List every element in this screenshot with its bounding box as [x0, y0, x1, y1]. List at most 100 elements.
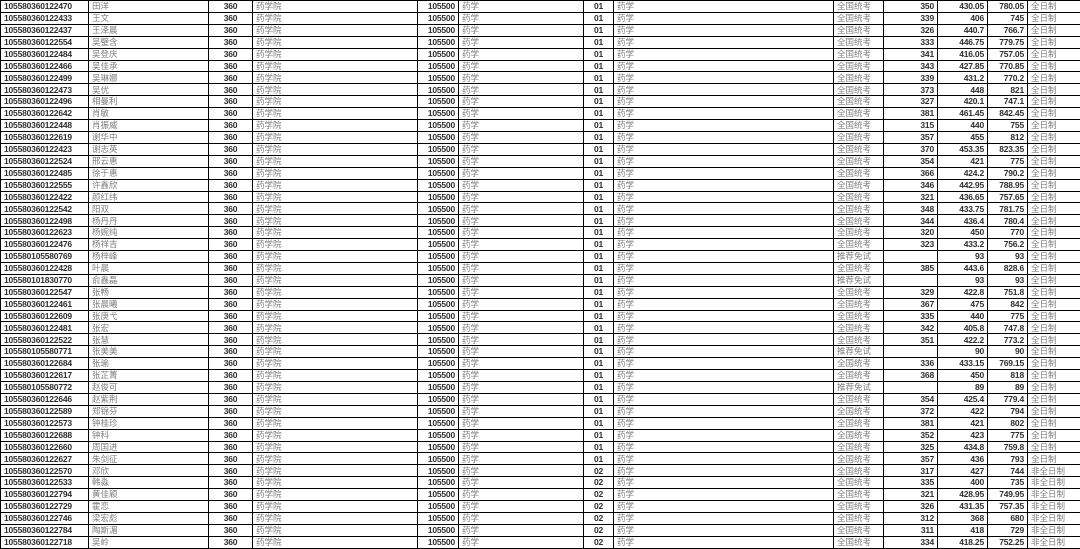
table-row: 105580360122570 邓欣 360 药学院 105500 药学 02 药学 全国统考 3… — [0, 464, 1080, 478]
cell-direction-code: 01 — [583, 381, 614, 394]
cell-total-score: 812 — [987, 130, 1028, 144]
table-row: 105580360122746 梁宏彪 360 药学院 105500 药学 02 药学 全国统考… — [0, 511, 1080, 525]
cell-department: 药学院 — [252, 285, 418, 299]
cell-total-score: 757.65 — [987, 190, 1028, 204]
cell-total-score: 755 — [987, 119, 1028, 132]
cell-retest-score: 427.85 — [937, 59, 988, 73]
cell-major: 药学 — [458, 154, 584, 168]
cell-major: 药学 — [458, 47, 584, 61]
cell-direction-code: 01 — [583, 392, 614, 406]
cell-direction-code: 01 — [583, 130, 614, 144]
cell-department: 药学院 — [252, 404, 418, 418]
cell-retest-score: 400 — [937, 476, 988, 490]
cell-major-code: 105500 — [417, 392, 459, 406]
cell-direction: 药学 — [613, 297, 834, 311]
cell-major-code: 105500 — [417, 500, 459, 513]
cell-candidate-name: 吴琳娜 — [88, 71, 209, 85]
cell-retest-score: 446.75 — [937, 35, 988, 49]
cell-initial-score — [883, 250, 938, 263]
cell-department: 药学院 — [252, 261, 418, 275]
cell-retest-score: 443.6 — [937, 261, 988, 275]
cell-direction: 药学 — [613, 166, 834, 180]
cell-exam-type: 全国统考 — [833, 190, 884, 204]
cell-initial-score: 373 — [883, 83, 938, 97]
cell-study-mode: 全日制 — [1027, 381, 1080, 394]
cell-initial-score: 368 — [883, 369, 938, 382]
table-row: 105580360122496 相曼利 360 药学院 105500 药学 01 药学 全国统考… — [0, 95, 1080, 109]
cell-initial-score: 366 — [883, 166, 938, 180]
cell-exam-type: 全国统考 — [833, 440, 884, 454]
cell-retest-score: 448 — [937, 83, 988, 97]
table-row: 105580360122642 肖敏 360 药学院 105500 药学 01 药学 全国统考 3… — [0, 107, 1080, 121]
cell-dept-code: 360 — [208, 392, 253, 406]
cell-major: 药学 — [458, 500, 584, 513]
table-row: 105580360122794 黄佳颖 360 药学院 105500 药学 02 药学 全国统考… — [0, 488, 1080, 502]
cell-candidate-name: 杨梓峰 — [88, 250, 209, 263]
cell-candidate-id: 105580360122746 — [0, 511, 89, 525]
cell-department: 药学院 — [252, 500, 418, 513]
cell-major: 药学 — [458, 190, 584, 204]
cell-retest-score: 428.95 — [937, 488, 988, 502]
cell-major-code: 105500 — [417, 285, 459, 299]
cell-dept-code: 360 — [208, 35, 253, 49]
cell-initial-score: 317 — [883, 464, 938, 478]
cell-total-score: 842.45 — [987, 107, 1028, 121]
cell-total-score: 735 — [987, 476, 1028, 490]
table-row: 105580101830770 俞鑫磊 360 药学院 105500 药学 01 药学 推荐免试… — [0, 273, 1080, 287]
cell-direction: 药学 — [613, 47, 834, 61]
cell-dept-code: 360 — [208, 273, 253, 287]
cell-direction: 药学 — [613, 83, 834, 97]
cell-department: 药学院 — [252, 202, 418, 216]
cell-study-mode: 全日制 — [1027, 0, 1080, 13]
cell-direction: 药学 — [613, 23, 834, 37]
cell-initial-score: 321 — [883, 190, 938, 204]
cell-study-mode: 全日制 — [1027, 416, 1080, 430]
table-row: 105580360122589 郑锦芬 360 药学院 105500 药学 01 药学 全国统考… — [0, 404, 1080, 418]
cell-study-mode: 全日制 — [1027, 440, 1080, 454]
cell-candidate-id: 105580360122547 — [0, 285, 89, 299]
cell-department: 药学院 — [252, 35, 418, 49]
cell-dept-code: 360 — [208, 47, 253, 61]
cell-candidate-id: 105580360122684 — [0, 357, 89, 371]
cell-direction: 药学 — [613, 142, 834, 156]
cell-major-code: 105500 — [417, 357, 459, 371]
cell-dept-code: 360 — [208, 464, 253, 478]
cell-initial-score: 385 — [883, 261, 938, 275]
table-row: 105580360122437 王泽晨 360 药学院 105500 药学 01 药学 全国统考… — [0, 23, 1080, 37]
cell-study-mode: 全日制 — [1027, 202, 1080, 216]
table-row: 105580360122466 吴佳承 360 药学院 105500 药学 01 药学 全国统考… — [0, 59, 1080, 73]
cell-initial-score: 381 — [883, 107, 938, 121]
cell-initial-score: 334 — [883, 535, 938, 549]
cell-candidate-id: 105580360122473 — [0, 83, 89, 97]
table-row: 105580360122555 许鑫欣 360 药学院 105500 药学 01 药学 全国统考… — [0, 178, 1080, 192]
cell-dept-code: 360 — [208, 71, 253, 85]
cell-major: 药学 — [458, 523, 584, 537]
cell-direction: 药学 — [613, 500, 834, 513]
table-row: 105580360122533 韩淼 360 药学院 105500 药学 02 药学 全国统考 3… — [0, 476, 1080, 490]
cell-study-mode: 全日制 — [1027, 321, 1080, 335]
cell-direction: 药学 — [613, 321, 834, 335]
cell-study-mode: 全日制 — [1027, 95, 1080, 109]
cell-exam-type: 全国统考 — [833, 214, 884, 228]
cell-initial-score — [883, 345, 938, 359]
cell-candidate-name: 谢志英 — [88, 142, 209, 156]
cell-exam-type: 全国统考 — [833, 202, 884, 216]
cell-exam-type: 全国统考 — [833, 285, 884, 299]
cell-total-score: 93 — [987, 250, 1028, 263]
cell-total-score: 751.8 — [987, 285, 1028, 299]
cell-candidate-id: 105580360122660 — [0, 440, 89, 454]
cell-candidate-name: 吴岭 — [88, 535, 209, 549]
cell-retest-score: 416.05 — [937, 47, 988, 61]
cell-study-mode: 全日制 — [1027, 392, 1080, 406]
cell-candidate-name: 相曼利 — [88, 95, 209, 109]
cell-major-code: 105500 — [417, 178, 459, 192]
cell-retest-score: 422.8 — [937, 285, 988, 299]
cell-direction: 药学 — [613, 178, 834, 192]
cell-initial-score: 341 — [883, 47, 938, 61]
cell-direction-code: 01 — [583, 23, 614, 37]
table-row: 105580360122524 邢云惠 360 药学院 105500 药学 01 药学 全国统考… — [0, 154, 1080, 168]
cell-study-mode: 全日制 — [1027, 59, 1080, 73]
cell-exam-type: 全国统考 — [833, 428, 884, 442]
cell-major: 药学 — [458, 35, 584, 49]
cell-major-code: 105500 — [417, 476, 459, 490]
